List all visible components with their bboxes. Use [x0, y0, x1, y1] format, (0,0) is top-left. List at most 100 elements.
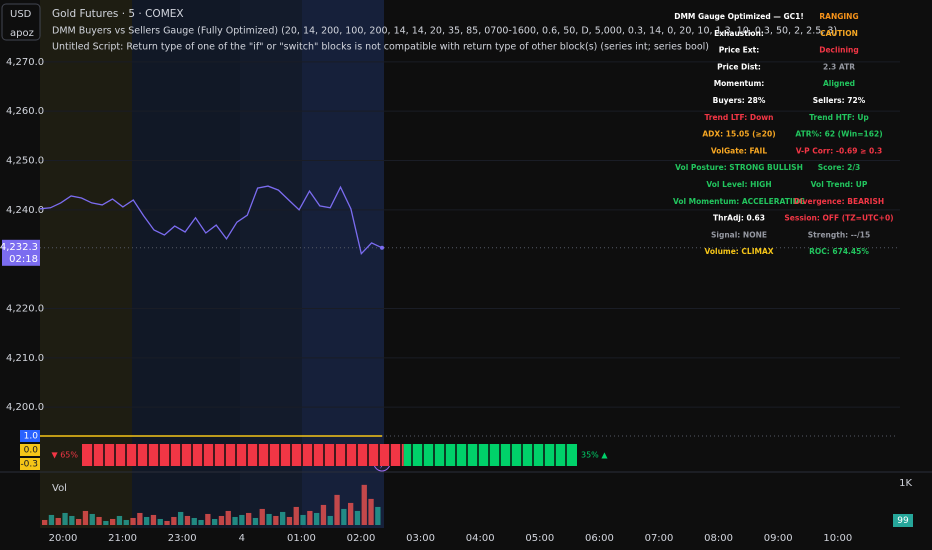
- table-cell: Price Dist:: [717, 62, 761, 71]
- y-tick-label: 4,250.0: [6, 155, 44, 166]
- table-cell: Trend LTF: Down: [704, 113, 773, 122]
- volume-bar: [368, 498, 374, 525]
- y-tick-label: 4,200.0: [6, 402, 44, 413]
- y-tick-label: 4,240.0: [6, 205, 44, 216]
- gauge-segment: [82, 444, 404, 466]
- x-tick-label: 20:00: [49, 533, 78, 544]
- volume-bar: [232, 516, 238, 525]
- table-cell: Sellers: 72%: [813, 96, 866, 105]
- currency[interactable]: USD: [10, 9, 32, 20]
- table-cell: Vol Level: HIGH: [706, 180, 771, 189]
- pane-title: Vol: [52, 483, 67, 494]
- volume-bar: [184, 515, 191, 525]
- volume-bar: [157, 518, 163, 525]
- volume-bar: [307, 510, 313, 525]
- table-cell: Exhaustion:: [714, 29, 764, 38]
- indicator-legend[interactable]: DMM Buyers vs Sellers Gauge (Fully Optim…: [52, 26, 837, 37]
- symbol[interactable]: Gold Futures · 5 · COMEX: [52, 8, 184, 20]
- x-tick-label: 21:00: [108, 533, 137, 544]
- volume-last: 99: [897, 516, 909, 526]
- volume-badge: [893, 514, 913, 527]
- volume-bar: [293, 506, 299, 525]
- volume-bar: [259, 508, 265, 525]
- session-band: [40, 0, 132, 528]
- volume-bar: [96, 516, 102, 525]
- table-cell: VolGate: FAIL: [711, 146, 767, 155]
- table-cell: DMM Gauge Optimized — GC1!: [674, 12, 804, 21]
- volume-bar: [252, 517, 259, 525]
- y-tick-label: 4,260.0: [6, 106, 44, 117]
- table-cell: Session: OFF (TZ=UTC+0): [784, 214, 893, 223]
- volume-bar: [137, 512, 143, 525]
- x-tick-label: 01:00: [287, 533, 316, 544]
- volume-bar: [225, 510, 231, 525]
- x-tick-label: 07:00: [645, 533, 674, 544]
- volume-bar: [266, 513, 272, 525]
- table-cell: Strength: --/15: [808, 230, 870, 239]
- session-band: [240, 0, 302, 528]
- x-tick-label: 23:00: [168, 533, 197, 544]
- table-cell: Momentum:: [714, 79, 765, 88]
- table-cell: Trend HTF: Up: [809, 113, 869, 122]
- session-band: [132, 0, 240, 528]
- volume-bar: [62, 512, 68, 525]
- volume-bar: [212, 518, 218, 525]
- table-cell: Vol Trend: UP: [811, 180, 868, 189]
- table-cell: V-P Corr: -0.69 ≥ 0.3: [796, 146, 883, 155]
- table-cell: Aligned: [823, 79, 855, 88]
- table-cell: Score: 2/3: [818, 163, 861, 172]
- level-label: -0.3: [20, 460, 38, 470]
- table-cell: RANGING: [819, 12, 858, 21]
- currency-box[interactable]: [1, 3, 41, 41]
- table-cell: CAUTION: [820, 29, 858, 38]
- table-cell: ATR%: 62 (Win=162): [795, 130, 882, 139]
- gauge-label: 35% ▲: [581, 451, 608, 460]
- x-tick-label: 08:00: [704, 533, 733, 544]
- volume-bar: [205, 513, 211, 525]
- volume-bar: [110, 518, 116, 525]
- volume-bar: [341, 508, 347, 525]
- volume-bar: [178, 511, 184, 525]
- volume-bar: [89, 513, 95, 525]
- x-tick-label: 09:00: [764, 533, 793, 544]
- table-cell: ADX: 15.05 (≥20): [702, 130, 775, 139]
- gauge-segment: [403, 444, 577, 466]
- volume-bar: [327, 515, 333, 525]
- volume-bar: [354, 510, 361, 525]
- y-tick-label: 4,210.0: [6, 353, 44, 364]
- level-badge: [20, 444, 40, 456]
- table-cell: Price Ext:: [719, 46, 759, 55]
- level-label: 1.0: [24, 432, 39, 442]
- last-price-badge: [2, 239, 40, 266]
- x-tick-label: 03:00: [406, 533, 435, 544]
- volume-bar: [320, 504, 327, 525]
- volume-bar: [116, 515, 123, 525]
- x-tick-label: 10:00: [823, 533, 852, 544]
- volume-bar: [144, 516, 150, 525]
- volume-bar: [198, 519, 204, 525]
- table-cell: Vol Momentum: ACCELERATING: [673, 197, 805, 206]
- user[interactable]: apoz: [10, 28, 34, 39]
- y-tick-label: 4,270.0: [6, 57, 44, 68]
- script-error: Untitled Script: Return type of one of t…: [52, 42, 709, 53]
- volume-bar: [375, 506, 381, 525]
- x-tick-label: 04:00: [466, 533, 495, 544]
- level-badge: [20, 430, 40, 442]
- table-cell: Vol Posture: STRONG BULLISH: [675, 163, 803, 172]
- x-tick-label: 05:00: [525, 533, 554, 544]
- volume-bar: [218, 515, 225, 525]
- price-line: [39, 185, 383, 256]
- table-cell: 2.3 ATR: [823, 62, 855, 71]
- x-tick-label: 4: [239, 533, 245, 544]
- volume-bar: [48, 514, 55, 525]
- volume-bar: [348, 502, 354, 525]
- x-tick-label: 06:00: [585, 533, 614, 544]
- volume-bar: [300, 514, 306, 525]
- volume-bar: [239, 514, 245, 525]
- volume-bar: [69, 515, 75, 525]
- volume-bar: [334, 494, 340, 525]
- volume-bar: [191, 517, 197, 525]
- volume-bar: [361, 484, 367, 525]
- y-tick-label: 4,220.0: [6, 303, 44, 314]
